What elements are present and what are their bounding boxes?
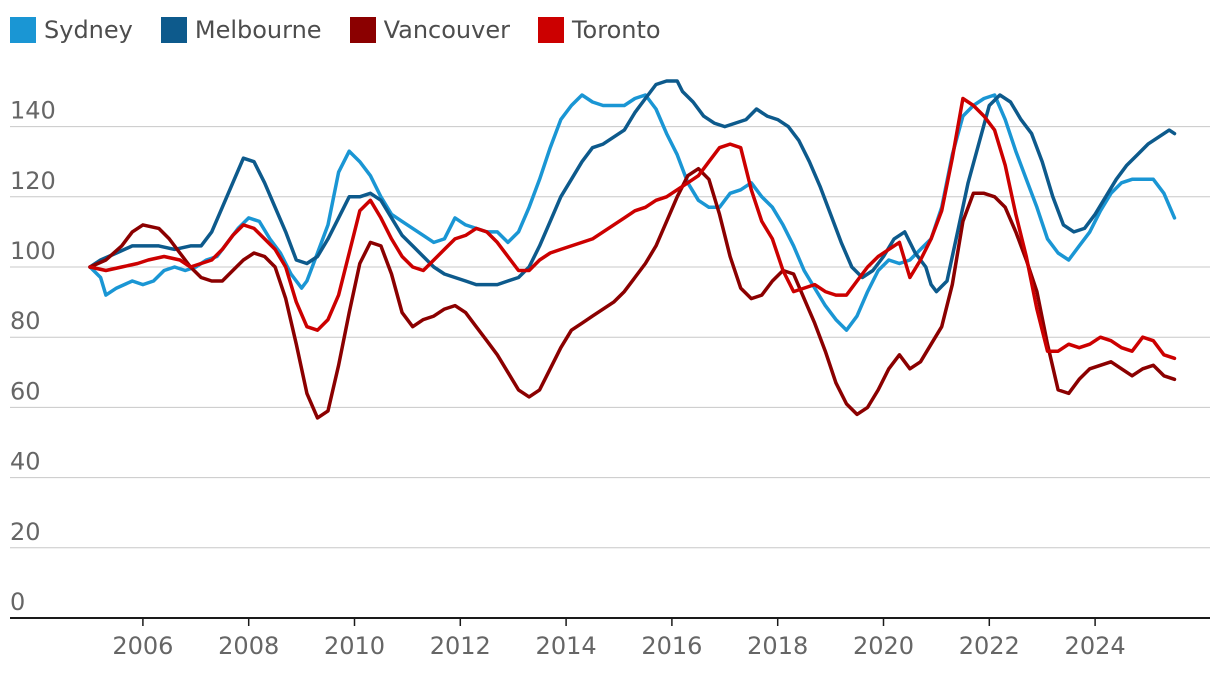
y-tick-label: 60 [10, 377, 41, 405]
x-tick-label: 2012 [430, 632, 491, 660]
legend-swatch-toronto [537, 17, 564, 43]
legend-swatch-melbourne [160, 17, 187, 43]
legend-swatch-vancouver [349, 17, 376, 43]
x-tick-label: 2024 [1065, 632, 1126, 660]
y-tick-label: 140 [10, 97, 56, 125]
series-line-toronto [88, 96, 1177, 361]
legend-item-toronto[interactable]: Toronto [537, 16, 661, 44]
x-tick-label: 2008 [218, 632, 279, 660]
x-tick-label: 2010 [324, 632, 385, 660]
legend-item-melbourne[interactable]: Melbourne [160, 16, 322, 44]
legend-swatch-sydney [10, 17, 36, 43]
legend-label-toronto: Toronto [571, 16, 661, 44]
y-tick-label: 100 [10, 237, 56, 265]
legend-item-sydney[interactable]: Sydney [10, 17, 133, 43]
legend-label-sydney: Sydney [44, 16, 133, 44]
x-tick-label: 2018 [747, 632, 808, 660]
legend-item-vancouver[interactable]: Vancouver [349, 16, 510, 44]
x-tick-label: 2014 [536, 632, 597, 660]
y-tick-label: 40 [10, 448, 41, 476]
y-tick-label: 120 [10, 167, 56, 195]
y-tick-label: 80 [10, 307, 41, 335]
x-tick-label: 2022 [959, 632, 1020, 660]
y-tick-label: 0 [10, 588, 25, 616]
x-tick-label: 2020 [853, 632, 914, 660]
x-tick-label: 2006 [112, 632, 173, 660]
legend-label-vancouver: Vancouver [383, 16, 510, 44]
legend-label-melbourne: Melbourne [194, 16, 322, 44]
series-line-sydney [88, 93, 1177, 332]
y-tick-label: 20 [10, 518, 41, 546]
series-line-melbourne [88, 79, 1177, 294]
series-line-vancouver [88, 166, 1177, 420]
legend: Sydney Melbourne Vancouver Toronto [10, 14, 689, 46]
x-tick-label: 2016 [641, 632, 702, 660]
